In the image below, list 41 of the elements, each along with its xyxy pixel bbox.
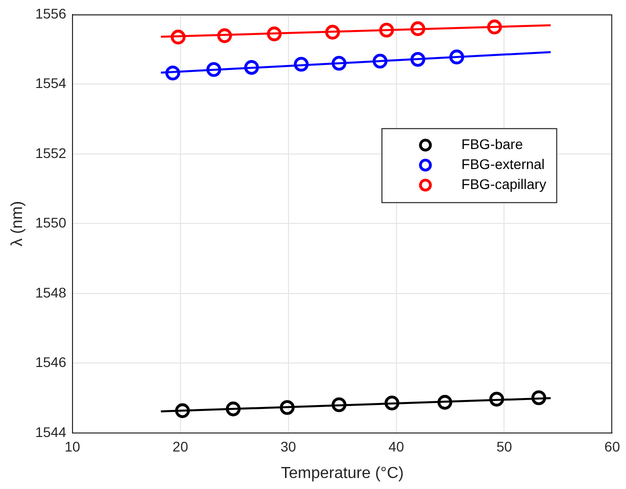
- point: [325, 24, 340, 40]
- point: [410, 52, 426, 67]
- point: [170, 30, 186, 44]
- x-tick-label: 30: [280, 438, 296, 454]
- legend-label: FBG-external: [461, 156, 545, 172]
- legend-label: FBG-bare: [461, 136, 524, 152]
- point: [332, 56, 346, 71]
- point: [206, 62, 222, 77]
- point: [489, 392, 504, 407]
- point: [437, 394, 452, 410]
- y-tick-label: 1552: [35, 144, 67, 161]
- point: [294, 56, 309, 72]
- y-tick-label: 1544: [35, 424, 67, 440]
- y-axis-title: λ (nm): [9, 201, 26, 246]
- point: [449, 50, 464, 64]
- point: [332, 397, 346, 412]
- point: [487, 20, 502, 34]
- point: [226, 402, 241, 416]
- y-tick-label: 1554: [35, 75, 67, 92]
- point: [175, 403, 190, 418]
- point: [280, 400, 295, 415]
- legend-label: FBG-capillary: [461, 176, 546, 192]
- point: [266, 26, 282, 42]
- y-tick-label: 1550: [35, 214, 67, 231]
- point: [384, 396, 400, 410]
- x-tick-label: 20: [172, 438, 188, 454]
- point: [531, 390, 546, 406]
- point: [165, 66, 180, 80]
- x-tick-label: 60: [604, 438, 620, 454]
- y-tick-label: 1548: [35, 284, 67, 300]
- x-tick-label: 50: [496, 438, 512, 454]
- y-tick-label: 1546: [35, 354, 67, 370]
- x-tick-label: 40: [388, 438, 404, 454]
- y-tick-label: 1556: [35, 5, 67, 22]
- x-axis-title: Temperature (°C): [280, 464, 404, 482]
- x-tick-label: 10: [64, 438, 80, 454]
- point: [244, 60, 259, 75]
- point: [410, 21, 426, 36]
- point: [372, 54, 388, 69]
- point: [379, 22, 394, 38]
- point: [217, 28, 232, 44]
